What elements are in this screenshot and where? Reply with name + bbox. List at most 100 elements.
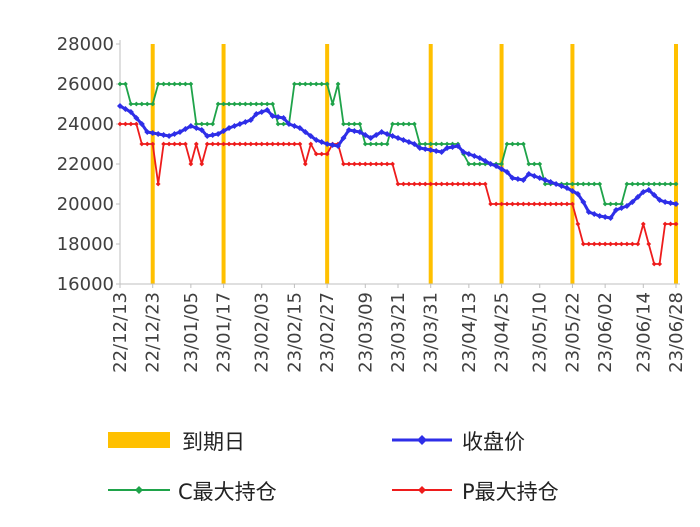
point-put_oi-71 [504,201,510,207]
point-close-38 [324,141,331,147]
point-put_oi-28 [270,141,276,147]
point-put_oi-46 [368,161,374,167]
point-call_oi-52 [401,121,406,127]
point-call_oi-98 [651,181,657,187]
point-call_oi-2 [128,101,134,107]
point-call_oi-66 [477,161,483,167]
point-close-39 [329,142,336,148]
legend-close-marker [417,435,427,445]
point-put_oi-7 [155,181,161,187]
point-put_oi-32 [292,141,297,147]
point-close-94 [629,199,636,205]
y-tick-labels: 16000 18000 20000 22000 24000 26000 28000 [57,34,120,295]
point-close-8 [160,132,167,138]
point-close-102 [673,201,679,207]
point-close-41 [340,135,347,141]
point-close-56 [422,146,429,152]
legend: 到期日 收盘价 C最大持仓 P最大持仓 [108,430,559,504]
point-call_oi-23 [242,101,248,107]
point-close-58 [433,148,440,154]
y-tick-18000: 18000 [57,234,114,255]
point-call_oi-49 [384,141,390,147]
point-call_oi-1 [123,81,128,87]
point-close-3 [133,115,140,121]
point-close-12 [182,126,189,132]
point-call_oi-46 [368,141,374,147]
point-call_oi-96 [640,181,646,187]
x-tick-23-05-10: 23/05/10 [530,292,551,373]
series-points-put_oi [117,121,679,267]
point-close-2 [127,109,134,115]
point-put_oi-84 [575,221,581,227]
point-close-21 [231,123,238,129]
point-put_oi-25 [253,141,259,147]
point-put_oi-83 [570,201,575,207]
point-put_oi-41 [341,161,346,167]
point-close-26 [258,109,265,115]
point-call_oi-60 [444,141,450,147]
point-put_oi-60 [444,181,450,187]
point-close-27 [264,107,271,113]
point-put_oi-34 [302,161,308,167]
point-call_oi-99 [657,181,663,187]
point-put_oi-23 [242,141,248,147]
point-put_oi-14 [193,141,199,147]
point-put_oi-22 [237,141,243,147]
point-put_oi-45 [362,161,368,167]
point-call_oi-27 [264,101,270,107]
point-close-5 [144,129,151,135]
x-tick-23-03-21: 23/03/21 [388,292,409,373]
point-close-62 [454,143,461,149]
point-put_oi-78 [542,201,548,207]
point-close-57 [427,147,434,153]
point-close-86 [585,209,592,215]
point-call_oi-78 [542,181,548,187]
point-close-63 [460,149,467,155]
point-call_oi-56 [422,141,428,147]
point-call_oi-10 [172,81,177,87]
y-tick-26000: 26000 [57,74,114,95]
point-put_oi-35 [308,141,314,147]
point-close-84 [574,191,581,197]
point-put_oi-44 [357,161,363,167]
point-put_oi-10 [172,141,177,147]
point-call_oi-51 [395,121,401,127]
point-close-60 [444,145,451,151]
point-put_oi-29 [275,141,281,147]
x-tick-23-02-15: 23/02/15 [284,292,305,373]
point-call_oi-26 [259,101,265,107]
point-put_oi-11 [177,141,183,147]
point-close-75 [525,171,532,177]
point-call_oi-65 [471,161,477,167]
point-close-73 [514,176,521,182]
point-call_oi-93 [624,181,630,187]
point-close-15 [198,127,205,133]
point-close-0 [117,103,123,109]
x-tick-23-06-28: 23/06/28 [666,292,687,373]
point-close-79 [547,179,554,185]
point-put_oi-16 [204,141,210,147]
point-close-95 [634,194,641,200]
point-put_oi-24 [248,141,254,147]
point-call_oi-57 [428,141,434,147]
point-put_oi-31 [286,141,292,147]
point-call_oi-73 [515,141,521,147]
point-call_oi-91 [613,201,619,207]
point-call_oi-48 [379,141,385,147]
point-close-4 [138,121,145,127]
point-put_oi-30 [281,141,286,147]
point-call_oi-12 [183,81,188,87]
point-call_oi-102 [673,181,679,187]
point-call_oi-9 [166,81,172,87]
point-put_oi-53 [406,181,412,187]
point-put_oi-59 [439,181,445,187]
point-put_oi-33 [297,141,303,147]
point-call_oi-22 [237,101,243,107]
point-close-34 [302,129,309,135]
point-put_oi-12 [183,141,188,147]
point-put_oi-64 [466,181,472,187]
series-group [117,81,679,267]
point-call_oi-38 [324,81,330,87]
point-close-52 [400,137,407,143]
point-close-16 [204,133,211,139]
